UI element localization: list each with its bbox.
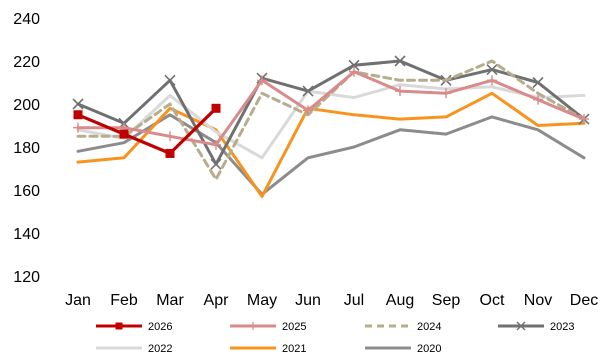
data-point	[487, 75, 497, 86]
legend-label: 2025	[282, 321, 306, 333]
series-lines	[72, 55, 590, 198]
x-tick-label: Oct	[480, 292, 505, 309]
legend-label: 2022	[148, 343, 172, 355]
legend-item-2022: 2022	[96, 343, 172, 355]
data-point	[165, 148, 175, 158]
x-tick-label: Mar	[156, 292, 184, 309]
data-point	[119, 129, 129, 139]
y-axis: 120 140 160 180 200 220 240	[13, 11, 40, 286]
data-point	[73, 122, 83, 133]
series-2020	[76, 113, 586, 196]
legend-marker	[115, 322, 123, 330]
legend-item-2020: 2020	[365, 343, 441, 355]
x-tick-label: Aug	[386, 292, 414, 309]
legend-item-2024: 2024	[365, 321, 441, 333]
y-tick-label: 140	[13, 226, 40, 243]
data-point	[532, 76, 544, 89]
data-point	[211, 103, 221, 113]
x-tick-label: Dec	[570, 292, 598, 309]
series-2026	[73, 103, 221, 158]
y-tick-label: 180	[13, 140, 40, 157]
legend-label: 2021	[282, 343, 306, 355]
data-point	[395, 86, 405, 97]
x-axis: Jan Feb Mar Apr May Jun Jul Aug Sep Oct Nov Dec	[65, 292, 598, 309]
x-tick-label: Nov	[524, 292, 552, 309]
legend-label: 2026	[148, 321, 172, 333]
x-tick-label: May	[247, 292, 277, 309]
legend-item-2026: 2026	[96, 321, 172, 333]
y-tick-label: 120	[13, 269, 40, 286]
x-tick-label: Jul	[344, 292, 364, 309]
legend-item-2025: 2025	[230, 321, 306, 333]
data-point	[72, 98, 84, 110]
series-line-2022	[76, 83, 586, 160]
series-line-2025	[76, 70, 586, 147]
data-point	[302, 85, 314, 97]
data-point	[349, 66, 359, 77]
x-tick-label: Jun	[295, 292, 321, 309]
y-tick-label: 240	[13, 11, 40, 28]
series-2024	[76, 59, 586, 181]
legend-label: 2020	[417, 343, 441, 355]
series-line-2024	[76, 59, 586, 181]
data-point	[441, 88, 451, 99]
x-tick-label: Apr	[204, 292, 230, 309]
data-point	[165, 131, 175, 142]
data-point	[210, 158, 222, 170]
legend-item-2021: 2021	[230, 343, 306, 355]
data-point	[348, 59, 360, 71]
data-point	[303, 105, 313, 116]
y-tick-label: 200	[13, 97, 40, 114]
legend-marker	[516, 321, 526, 331]
legend-label: 2023	[550, 321, 574, 333]
data-point	[579, 114, 589, 125]
series-line-2026	[76, 106, 218, 155]
legend-marker	[249, 322, 257, 330]
x-tick-label: Sep	[432, 292, 461, 309]
y-tick-label: 220	[13, 54, 40, 71]
data-point	[164, 74, 176, 86]
data-point	[73, 110, 83, 120]
y-tick-label: 160	[13, 183, 40, 200]
data-point	[257, 75, 267, 86]
data-point	[211, 139, 221, 150]
series-2022	[76, 83, 586, 160]
legend-item-2023: 2023	[498, 321, 574, 333]
data-point	[394, 55, 406, 67]
x-tick-label: Feb	[110, 292, 138, 309]
data-point	[486, 64, 498, 76]
series-line-2023	[76, 59, 586, 166]
legend: 2026 2025 2024 2023 2022 2021 2020	[96, 321, 574, 355]
series-2021	[76, 91, 586, 198]
data-point	[533, 94, 543, 105]
legend-label: 2024	[417, 321, 441, 333]
series-2025	[73, 66, 589, 150]
series-line-2021	[76, 91, 586, 198]
x-tick-label: Jan	[65, 292, 91, 309]
series-line-2020	[76, 113, 586, 196]
